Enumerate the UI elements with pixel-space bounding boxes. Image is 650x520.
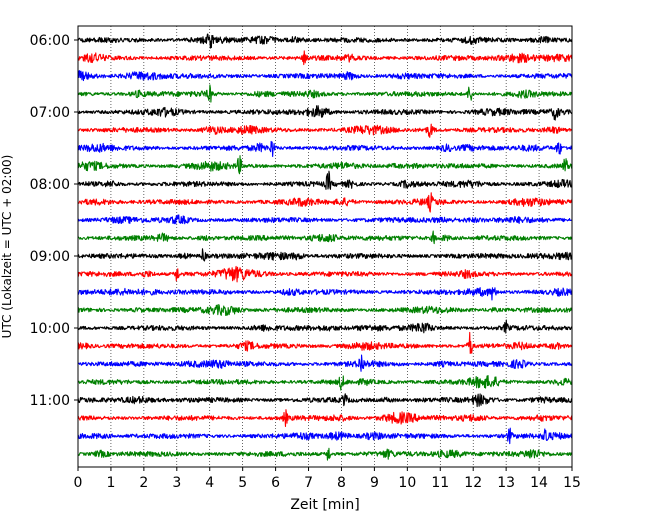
seismic-trace	[77, 140, 573, 158]
x-tick-label: 12	[464, 475, 482, 491]
x-tick-label: 5	[238, 475, 247, 491]
seismic-trace	[77, 287, 573, 301]
seismic-trace	[77, 230, 573, 245]
x-tick-label: 9	[370, 475, 379, 491]
y-tick-label: 06:00	[30, 33, 70, 49]
x-tick-label: 0	[74, 475, 83, 491]
seismic-trace	[77, 265, 573, 283]
seismic-trace	[77, 331, 573, 355]
x-tick-label: 6	[271, 475, 280, 491]
y-axis-label: UTC (Lokalzeit = UTC + 02:00)	[0, 155, 14, 339]
y-tick-label: 08:00	[30, 177, 70, 193]
x-tick-label: 10	[398, 475, 416, 491]
x-tick-label: 14	[530, 475, 548, 491]
plot-area	[78, 26, 572, 467]
seismic-trace	[77, 155, 573, 175]
seismic-trace	[77, 214, 573, 225]
x-tick-label: 2	[139, 475, 148, 491]
seismic-trace	[77, 354, 573, 372]
seismic-trace	[77, 50, 573, 66]
y-tick-label: 09:00	[30, 249, 70, 265]
x-axis-label: Zeit [min]	[290, 497, 359, 513]
y-tick-label: 10:00	[30, 321, 70, 337]
y-tick-label: 11:00	[30, 393, 70, 409]
seismic-trace	[77, 70, 573, 82]
x-tick-label: 1	[106, 475, 115, 491]
seismic-trace	[77, 123, 573, 138]
plot-border	[77, 25, 573, 468]
trace-series	[77, 33, 573, 461]
y-axis-ticks: 06:00 07:00 08:00 09:00 10:00 11:00	[30, 33, 78, 409]
x-axis-ticks: 0 1 2 3 4 5 6 7 8 9 10 11 12 13 14 15	[74, 467, 581, 491]
seismic-trace	[77, 393, 573, 408]
seismic-trace	[77, 447, 573, 461]
seismic-trace	[77, 192, 573, 213]
x-tick-label: 8	[337, 475, 346, 491]
seismic-trace	[77, 84, 573, 103]
seismic-trace	[77, 248, 573, 262]
seismic-trace	[77, 304, 573, 316]
x-tick-label: 4	[205, 475, 214, 491]
seismic-trace	[77, 319, 573, 334]
x-tick-label: 3	[172, 475, 181, 491]
x-tick-label: 15	[563, 475, 581, 491]
seismic-trace	[77, 427, 573, 445]
y-tick-label: 07:00	[30, 105, 70, 121]
seismic-trace	[77, 374, 573, 391]
seismic-trace	[77, 409, 573, 428]
x-tick-label: 7	[304, 475, 313, 491]
x-tick-label: 13	[497, 475, 515, 491]
seismic-trace	[77, 33, 573, 49]
x-tick-label: 11	[431, 475, 449, 491]
seismic-trace	[77, 105, 573, 121]
seismic-trace	[77, 170, 573, 190]
